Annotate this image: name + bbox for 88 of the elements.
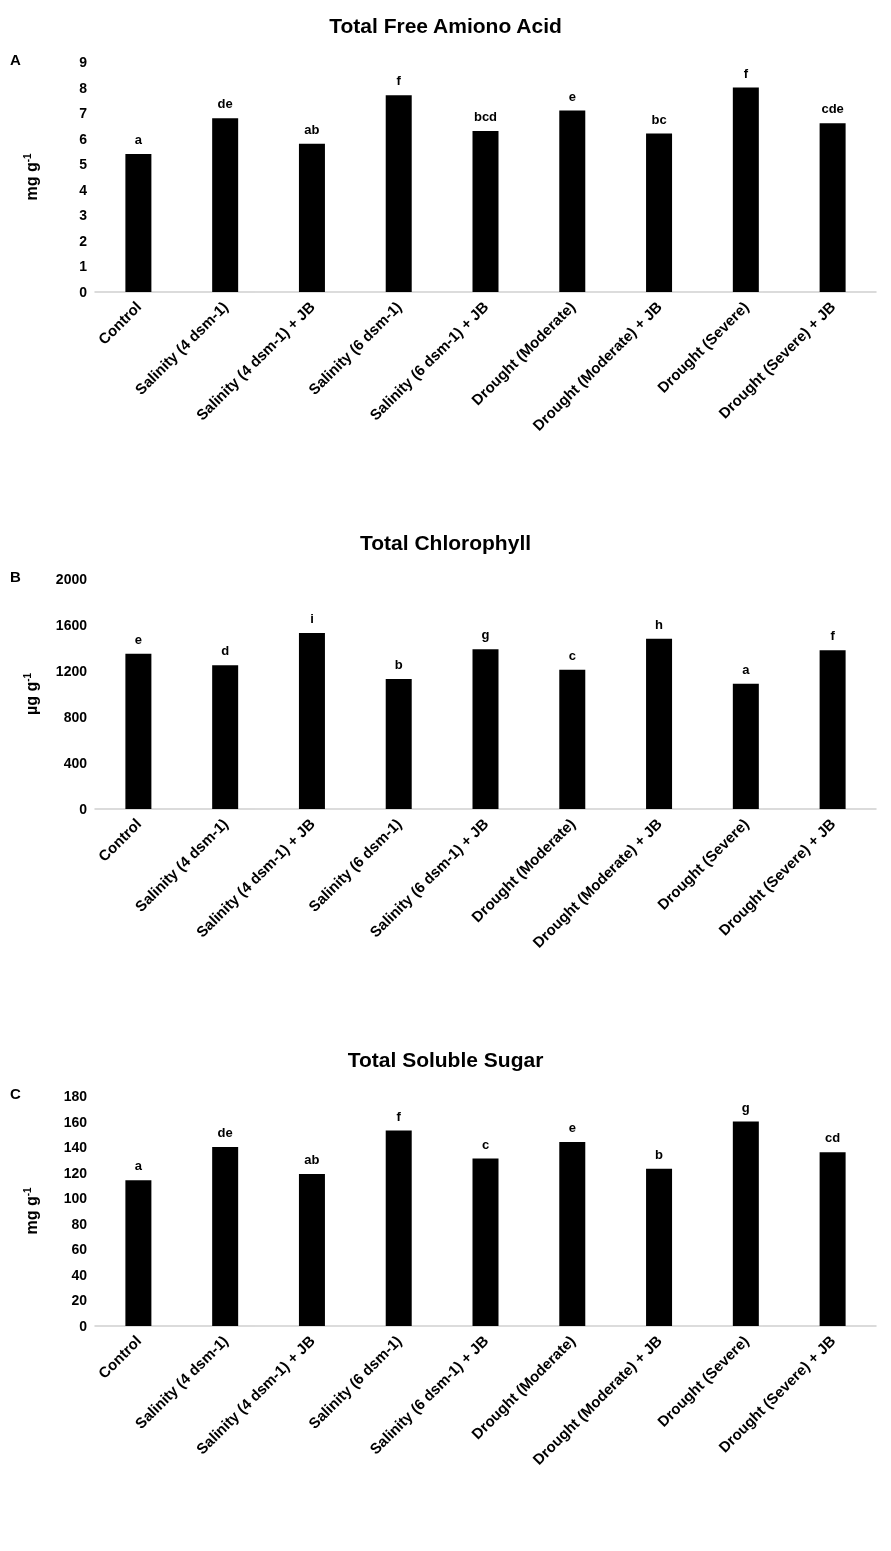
y-tick-label: 80: [71, 1215, 88, 1232]
data-label: ab: [304, 121, 320, 137]
bar: [385, 1130, 412, 1326]
y-tick-label: 800: [63, 709, 88, 725]
data-label: b: [394, 657, 403, 673]
data-label: e: [568, 88, 576, 104]
y-tick-label: 8: [79, 79, 88, 96]
bar: [646, 1168, 673, 1326]
data-label: e: [568, 1120, 576, 1135]
text: A: [10, 51, 21, 68]
bar: [559, 110, 586, 292]
y-tick-label: 0: [79, 801, 88, 817]
y-tick-label: 6: [79, 130, 88, 147]
bar: [559, 669, 586, 809]
data-label: d: [221, 643, 230, 659]
bar: [819, 1152, 846, 1326]
data-label: de: [217, 1125, 233, 1141]
y-tick-label: 2000: [55, 571, 88, 587]
bar: [298, 143, 325, 292]
y-tick-label: 7: [79, 105, 88, 122]
y-tick-label: 1200: [55, 663, 88, 679]
data-label: bcd: [473, 109, 498, 124]
bar: [298, 1173, 325, 1326]
bar: [732, 87, 759, 292]
bar: [472, 1158, 499, 1326]
bar: [819, 123, 846, 292]
data-label: i: [310, 611, 314, 627]
data-label: f: [743, 65, 749, 81]
y-tick-label: 160: [63, 1113, 88, 1130]
y-tick-label: 60: [71, 1241, 88, 1258]
data-label: g: [741, 1099, 750, 1115]
bar: [125, 653, 152, 809]
y-tick-label: 20: [71, 1292, 88, 1309]
y-tick-label: 4: [79, 181, 88, 198]
bar: [212, 1147, 239, 1326]
data-label: f: [396, 73, 402, 89]
bar: [732, 1121, 759, 1326]
y-axis-title: mg g-1: [21, 153, 40, 201]
y-tick-label: 2: [79, 232, 88, 249]
y-tick-label: 180: [63, 1088, 88, 1104]
text: B: [10, 568, 21, 585]
y-tick-label: 120: [63, 1164, 88, 1181]
y-tick-label: 1: [79, 258, 88, 275]
y-tick-label: 3: [79, 207, 88, 224]
data-label: de: [217, 96, 233, 112]
y-tick-label: 5: [79, 156, 88, 173]
data-label: a: [742, 661, 751, 677]
data-label: b: [655, 1146, 664, 1162]
chart-title: Total Chlorophyll: [359, 531, 532, 554]
bar: [298, 633, 325, 809]
bar: [212, 665, 239, 809]
y-tick-label: 9: [79, 54, 88, 70]
y-tick-label: 40: [71, 1266, 88, 1283]
bar: [472, 131, 499, 292]
bar: [646, 133, 673, 292]
bar: [472, 649, 499, 809]
bar: [125, 154, 152, 292]
bar: [819, 650, 846, 809]
text: C: [10, 1085, 21, 1102]
bar: [732, 683, 759, 809]
data-label: f: [396, 1108, 402, 1124]
y-tick-label: 100: [63, 1190, 88, 1207]
chart-title: Total Free Amiono Acid: [329, 14, 562, 37]
data-label: f: [830, 628, 836, 644]
data-label: cde: [821, 101, 844, 117]
y-tick-label: 1600: [55, 617, 88, 633]
bar: [385, 679, 412, 809]
bar: [385, 95, 412, 292]
y-tick-label: 400: [63, 755, 88, 771]
data-label: c: [481, 1136, 490, 1152]
chart-title: Total Soluble Sugar: [347, 1048, 544, 1071]
data-label: a: [134, 1158, 143, 1174]
data-label: bc: [651, 111, 667, 127]
bar: [646, 638, 673, 809]
data-label: cd: [825, 1130, 841, 1146]
y-axis-title: mg g-1: [21, 1187, 40, 1235]
y-tick-label: 0: [79, 1318, 88, 1334]
data-label: h: [655, 616, 664, 632]
data-label: c: [568, 647, 576, 663]
data-label: e: [134, 631, 143, 647]
data-label: g: [481, 627, 490, 643]
data-label: a: [134, 132, 143, 147]
bar: [125, 1180, 152, 1326]
y-tick-label: 0: [79, 284, 88, 300]
bar: [559, 1142, 586, 1326]
y-tick-label: 140: [63, 1139, 88, 1156]
bar: [212, 118, 239, 292]
data-label: ab: [304, 1151, 320, 1167]
